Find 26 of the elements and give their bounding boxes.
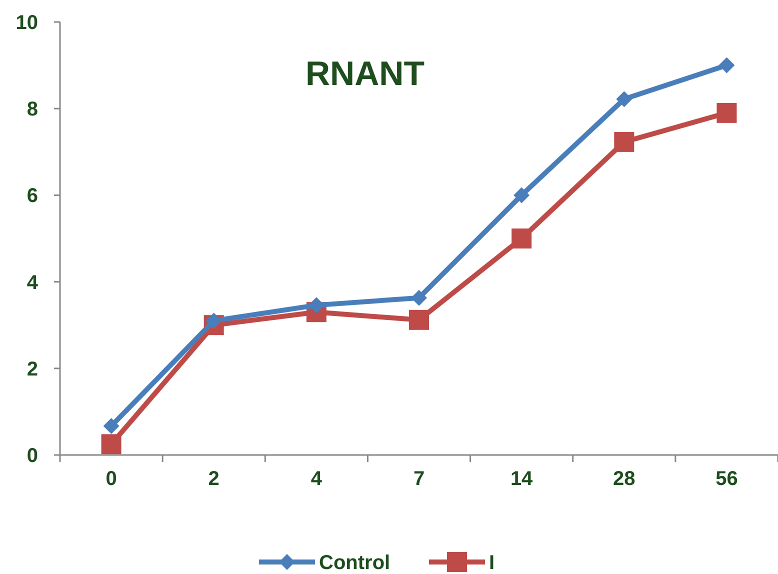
point — [103, 418, 120, 434]
y-tick-label: 6 — [26, 185, 38, 208]
point — [514, 187, 530, 204]
x-tick-label: 56 — [716, 468, 738, 490]
y-tick-label: 4 — [26, 272, 39, 294]
point — [614, 132, 634, 152]
point — [101, 434, 122, 454]
x-tick-label: 0 — [106, 468, 117, 490]
x-tick-label: 4 — [310, 468, 323, 490]
y-tick-label: 10 — [16, 12, 38, 34]
y-tick-label: 0 — [26, 445, 38, 467]
point — [512, 228, 532, 248]
point — [718, 57, 735, 74]
x-tick-label: 2 — [208, 468, 220, 490]
x-tick-label: 14 — [510, 468, 534, 490]
y-tick-label: 2 — [26, 358, 38, 380]
point — [409, 310, 429, 330]
x-tick-label: 7 — [413, 468, 425, 490]
point — [716, 102, 737, 123]
text: RNANT — [306, 55, 425, 93]
x-tick-label: 28 — [613, 468, 636, 490]
point — [616, 91, 632, 108]
legend-label: Control — [319, 552, 390, 574]
y-tick-label: 8 — [26, 98, 38, 121]
point — [411, 290, 427, 306]
legend-label: I — [489, 552, 495, 574]
